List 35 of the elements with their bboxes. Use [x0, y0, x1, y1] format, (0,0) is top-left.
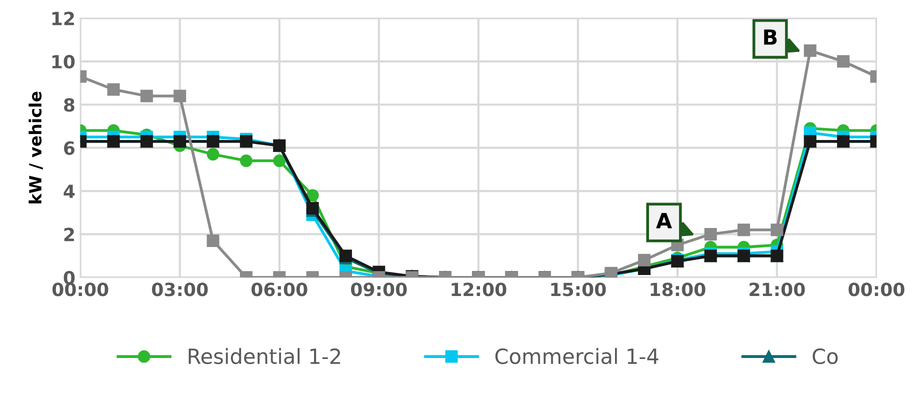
point — [638, 254, 651, 266]
legend-label: Co — [812, 348, 838, 364]
y-axis-title: kW / vehicle — [28, 92, 43, 204]
x-tick-label: 00:00 — [52, 282, 108, 296]
x-tick-label: 15:00 — [551, 282, 606, 296]
y-tick-label: 2 — [64, 228, 74, 242]
point — [804, 44, 816, 57]
annotation: A — [656, 213, 672, 228]
y-tick-label: 10 — [52, 54, 75, 69]
point — [704, 228, 717, 240]
legend-label: Residential 1-2 — [188, 348, 340, 364]
point — [140, 90, 153, 102]
y-tick-label: 8 — [64, 98, 74, 112]
x-tick-label: 21:00 — [750, 282, 805, 296]
point — [107, 83, 120, 96]
point — [240, 154, 252, 168]
y-tick-label: 6 — [64, 141, 75, 155]
y-tick-label: 4 — [64, 184, 75, 198]
legend-label: Commercial 1-4 — [495, 348, 658, 364]
point — [837, 55, 850, 68]
point — [273, 154, 286, 168]
x-tick-label: 09:00 — [351, 282, 407, 296]
x-tick-label: 06:00 — [252, 282, 308, 296]
x-tick-label: 12:00 — [452, 282, 506, 296]
point — [206, 148, 220, 161]
annotation: B — [764, 29, 777, 45]
point — [174, 90, 186, 102]
x-tick-label: 00:00 — [848, 282, 904, 296]
point — [738, 224, 750, 236]
point — [206, 234, 220, 247]
x-tick-label: 18:00 — [650, 282, 706, 296]
point — [306, 189, 319, 202]
point — [770, 224, 784, 236]
x-tick-label: 03:00 — [152, 282, 208, 296]
y-tick-label: 12 — [52, 12, 74, 26]
